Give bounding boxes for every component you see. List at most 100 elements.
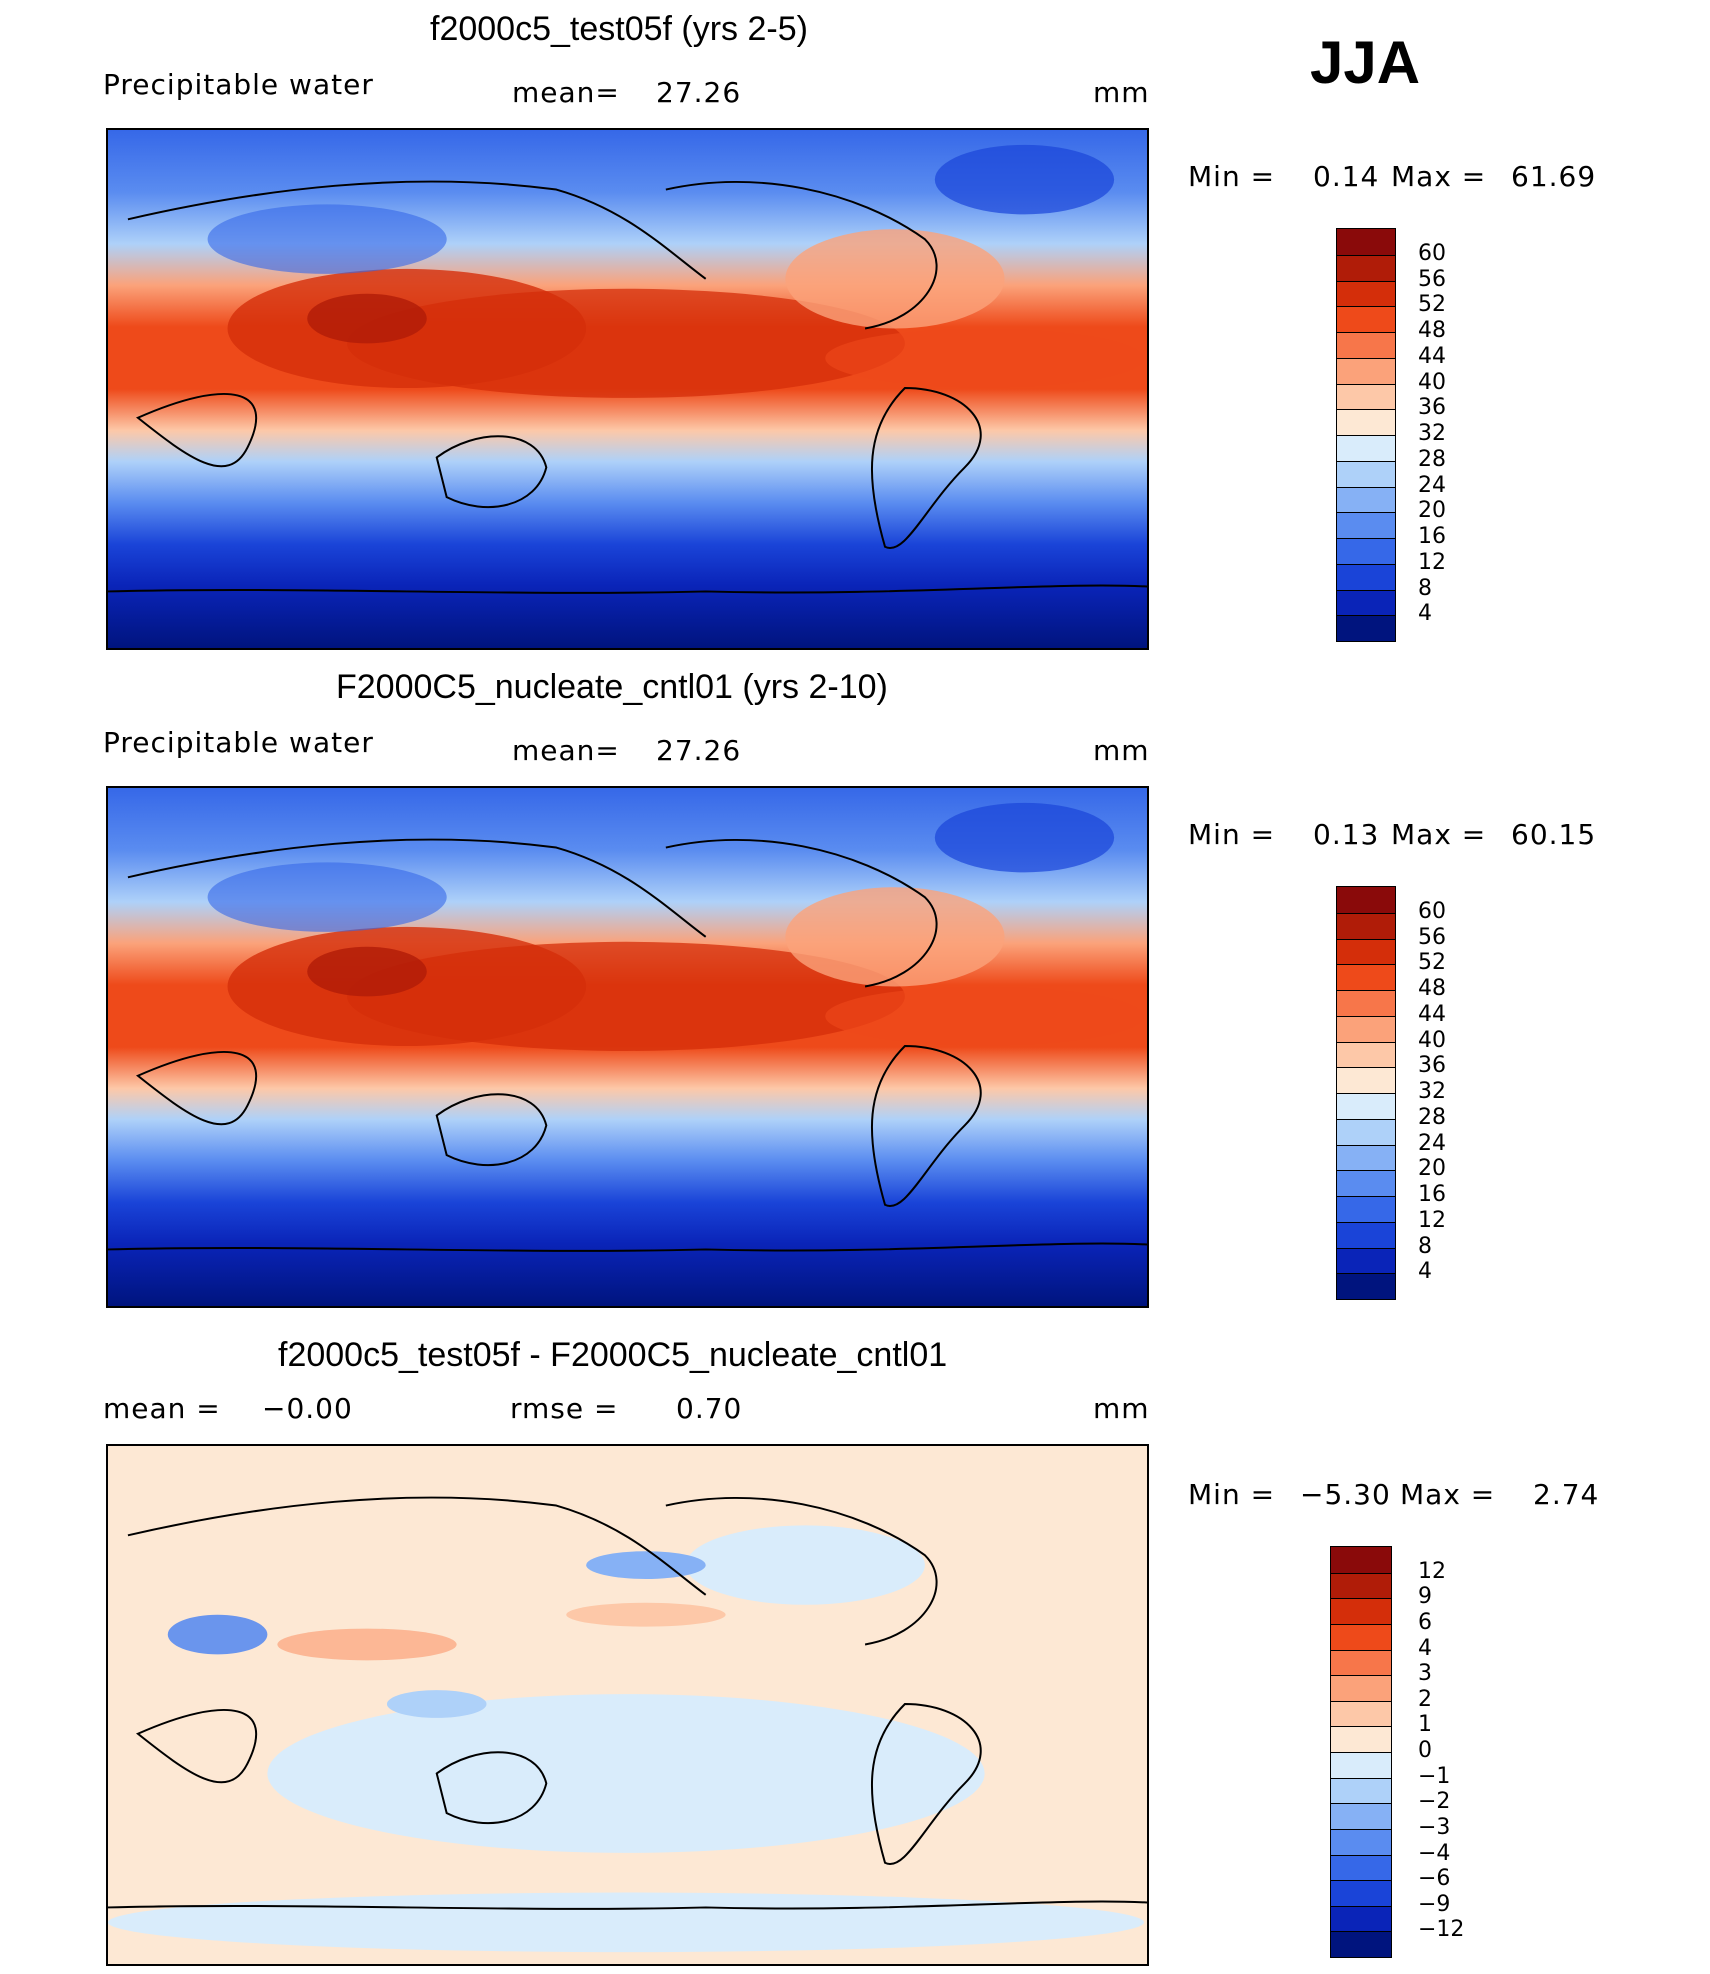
colorbar-tick-label: 12 [1418,549,1446,575]
panel3-min-label: Min = [1188,1478,1276,1511]
colorbar-segment [1337,306,1395,332]
panel3-max-label: Max = [1400,1478,1496,1511]
colorbar-segment [1331,1726,1391,1752]
colorbar-tick-label: 9 [1418,1584,1432,1610]
panel2-max-label: Max = [1391,818,1487,851]
colorbar-segment [1337,1015,1395,1042]
colorbar-segment [1337,383,1395,410]
colorbar-segment [1337,332,1395,358]
colorbar-tick-label: 56 [1418,266,1446,292]
panel2-units: mm [1093,734,1150,767]
colorbar-tick-label: 0 [1418,1738,1432,1763]
panel2-max-value: 60.15 [1511,818,1597,851]
colorbar-segment [1337,1273,1395,1299]
colorbar-segment [1337,357,1395,384]
colorbar-tick-label: 32 [1418,421,1446,446]
colorbar-tick-label: 16 [1418,1182,1446,1207]
panel3-rmse-label: rmse = [510,1392,619,1425]
colorbar-tick-label: 8 [1418,575,1432,601]
colorbar-segment [1337,538,1395,564]
colorbar-segment [1337,563,1395,590]
panel1-title: f2000c5_test05f (yrs 2-5) [430,10,808,48]
colorbar-tick-label: 52 [1418,950,1446,976]
colorbar-tick-label: 60 [1418,898,1446,924]
colorbar-segment [1337,1093,1395,1119]
colorbar-tick-label: 12 [1418,1558,1446,1584]
panel2-mean-label: mean= [512,734,620,767]
colorbar-tick-label: 12 [1418,1207,1446,1233]
colorbar-segment [1337,435,1395,461]
colorbar-segment [1331,1572,1391,1599]
colorbar-segment [1331,1623,1391,1650]
colorbar-segment [1331,1854,1391,1881]
colorbar-tick-label: −3 [1418,1814,1451,1840]
colorbar-tick-label: −6 [1418,1866,1451,1892]
colorbar-segment [1331,1803,1391,1829]
panel2-min-value: 0.13 [1313,818,1380,851]
panel1-min-value: 0.14 [1313,160,1380,193]
colorbar-tick-label: −9 [1418,1891,1451,1917]
colorbar-tick-label: 44 [1418,343,1446,369]
colorbar-segment [1331,1700,1391,1727]
colorbar-tick-label: 48 [1418,976,1446,1001]
panel3-rmse-value: 0.70 [676,1392,743,1425]
panel3-units: mm [1093,1392,1150,1425]
colorbar-segment [1331,1880,1391,1906]
panel2-variable: Precipitable water [103,726,374,759]
colorbar-segment [1337,589,1395,616]
colorbar-segment [1337,460,1395,487]
colorbar-segment [1337,615,1395,641]
colorbar-segment [1331,1649,1391,1676]
colorbar-tick-label: 56 [1418,924,1446,950]
colorbar-segment [1337,280,1395,307]
colorbar-segment [1337,964,1395,990]
colorbar-segment [1337,1247,1395,1274]
colorbar-tick-label: 3 [1418,1661,1432,1687]
colorbar-tick-label: −4 [1418,1840,1451,1866]
panel3-min-value: −5.30 [1300,1478,1391,1511]
colorbar-segment [1337,1118,1395,1145]
colorbar-tick-label: 32 [1418,1079,1446,1104]
panel2-colorbar [1336,886,1396,1300]
panel1-colorbar [1336,228,1396,642]
colorbar-segment [1337,1196,1395,1222]
colorbar-segment [1337,512,1395,538]
colorbar-segment [1331,1752,1391,1778]
colorbar-tick-label: 1 [1418,1712,1432,1738]
colorbar-tick-label: 40 [1418,369,1446,395]
panel2-title: F2000C5_nucleate_cntl01 (yrs 2-10) [336,668,888,706]
colorbar-segment [1337,887,1395,913]
panel2-min-label: Min = [1188,818,1276,851]
panel3-colorbar [1330,1546,1392,1958]
colorbar-segment [1331,1675,1391,1701]
panel2-map [106,786,1149,1308]
colorbar-tick-label: 60 [1418,240,1446,266]
colorbar-segment [1331,1547,1391,1573]
panel3-mean-value: −0.00 [262,1392,353,1425]
colorbar-tick-label: 44 [1418,1001,1446,1027]
panel1-max-label: Max = [1391,160,1487,193]
panel3-mean-label: mean = [103,1392,221,1425]
colorbar-segment [1337,1041,1395,1068]
colorbar-tick-label: 48 [1418,318,1446,343]
colorbar-segment [1337,1144,1395,1171]
colorbar-tick-label: 28 [1418,446,1446,472]
panel1-min-label: Min = [1188,160,1276,193]
colorbar-segment [1337,1221,1395,1248]
colorbar-segment [1337,254,1395,281]
colorbar-tick-label: 40 [1418,1027,1446,1053]
colorbar-segment [1337,938,1395,965]
panel1-mean-value: 27.26 [656,76,742,109]
panel1-map [106,128,1149,650]
colorbar-segment [1337,912,1395,939]
colorbar-tick-label: 36 [1418,1053,1446,1079]
colorbar-segment [1331,1598,1391,1624]
colorbar-tick-label: 20 [1418,498,1446,524]
panel1-units: mm [1093,76,1150,109]
colorbar-tick-label: −2 [1418,1789,1451,1815]
colorbar-tick-label: 24 [1418,1130,1446,1156]
colorbar-segment [1331,1905,1391,1932]
colorbar-segment [1331,1777,1391,1804]
colorbar-segment [1337,409,1395,435]
colorbar-tick-label: 36 [1418,395,1446,421]
